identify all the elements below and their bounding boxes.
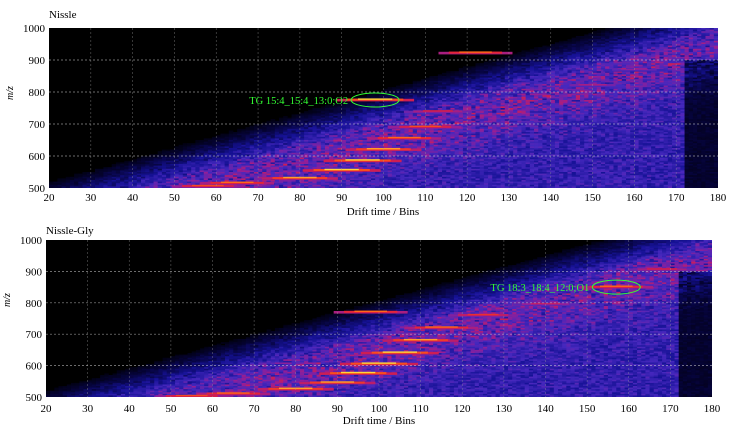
x-tick-label: 100: [375, 192, 392, 204]
heatmap-streak: [345, 159, 380, 161]
x-tick-label: 150: [584, 192, 601, 204]
x-tick-label: 170: [662, 403, 679, 415]
annotation-label: TG 18:3_18:4_12:0;O1: [490, 283, 589, 294]
x-tick-label: 70: [253, 192, 265, 204]
heatmap-streak: [422, 110, 453, 112]
x-tick-label: 50: [165, 403, 177, 415]
heatmap-streak: [467, 313, 499, 316]
x-tick-label: 50: [169, 192, 181, 204]
y-tick-label: 900: [26, 266, 43, 278]
x-tick-label: 180: [710, 192, 727, 204]
x-tick-labels: 20 30 40 50 60 70 80 90 100 110 120 130 140 150 160 170…: [44, 192, 727, 204]
heatmap-streak: [192, 184, 224, 187]
y-tick-label: 800: [26, 298, 43, 310]
x-tick-label: 90: [332, 403, 344, 415]
x-tick-label: 20: [44, 192, 56, 204]
heatmap-streak: [382, 351, 417, 353]
y-tick-label: 700: [26, 329, 43, 341]
heatmap-streak: [459, 51, 492, 53]
x-tick-label: 30: [85, 192, 97, 204]
annotation-group: TG 15:4_15:4_13:0;O2: [249, 92, 400, 108]
heatmap-streak: [531, 302, 560, 305]
heatmap-area: [49, 28, 718, 188]
x-tick-label: 160: [626, 192, 643, 204]
annotation-group: TG 18:3_18:4_12:0;O1: [490, 279, 641, 295]
x-tick-label: 60: [211, 192, 223, 204]
heatmap-panel-nissle-gly: Nissle-Gly 500 600 700 800 900 1000 20 30 40 50 6…: [2, 225, 721, 427]
x-tick-label: 130: [501, 192, 518, 204]
heatmap-streak: [175, 394, 208, 397]
x-tick-label: 170: [668, 192, 685, 204]
x-tick-labels: 20 30 40 50 60 70 80 90 100 110 120 130 140 150 160 170…: [41, 403, 721, 415]
x-tick-label: 70: [249, 403, 261, 415]
heatmap-streak: [600, 285, 633, 287]
x-axis-label: Drift time / Bins: [343, 415, 415, 427]
x-tick-label: 180: [704, 403, 721, 415]
annotation-ellipse: [350, 92, 400, 108]
y-tick-label: 500: [26, 392, 43, 404]
x-axis-label: Drift time / Bins: [347, 206, 419, 218]
y-tick-label: 1000: [23, 23, 46, 35]
x-tick-label: 120: [459, 192, 476, 204]
y-tick-label: 800: [29, 87, 46, 99]
x-tick-label: 140: [543, 192, 560, 204]
x-tick-label: 80: [290, 403, 302, 415]
y-tick-label: 600: [29, 151, 46, 163]
x-tick-label: 40: [124, 403, 136, 415]
annotation-ellipse: [591, 279, 641, 295]
y-tick-label: 900: [29, 55, 46, 67]
x-tick-label: 120: [454, 403, 471, 415]
x-tick-label: 110: [413, 403, 430, 415]
heatmap-streak: [403, 338, 438, 341]
heatmap-streak: [341, 371, 376, 374]
x-tick-label: 140: [537, 403, 554, 415]
x-tick-label: 90: [336, 192, 348, 204]
heatmap-streak: [354, 310, 387, 312]
heatmap-streak: [409, 125, 442, 127]
heatmap-panel-nissle: Nissle 500 600 700 800 900 1000 20 30 40 50 60 70 8…: [5, 9, 727, 218]
heatmap-streak: [361, 362, 397, 364]
x-tick-label: 30: [82, 403, 94, 415]
heatmap-streak: [358, 98, 393, 100]
x-tick-label: 80: [294, 192, 306, 204]
heatmap-streak: [388, 136, 421, 139]
y-tick-labels: 500 600 700 800 900 1000: [23, 23, 46, 195]
x-tick-label: 20: [41, 403, 53, 415]
heatmap-streak: [217, 392, 250, 394]
heatmap-streak: [220, 181, 254, 183]
x-tick-label: 160: [621, 403, 638, 415]
x-tick-label: 130: [496, 403, 513, 415]
heatmap-area: [46, 240, 712, 397]
y-tick-label: 700: [29, 119, 46, 131]
heatmap-streak: [425, 326, 458, 328]
y-tick-labels: 500 600 700 800 900 1000: [20, 235, 43, 404]
y-tick-label: 500: [29, 183, 46, 195]
x-tick-label: 60: [207, 403, 219, 415]
panel-title: Nissle: [49, 9, 77, 21]
x-tick-label: 110: [417, 192, 434, 204]
annotation-label: TG 15:4_15:4_13:0;O2: [249, 96, 348, 107]
x-tick-label: 40: [127, 192, 139, 204]
y-tick-label: 600: [26, 361, 43, 373]
x-tick-label: 150: [579, 403, 596, 415]
y-tick-label: 1000: [20, 235, 43, 247]
y-axis-label: m/z: [2, 293, 13, 307]
y-axis-label: m/z: [5, 86, 16, 100]
x-tick-label: 100: [371, 403, 388, 415]
panel-title: Nissle-Gly: [46, 225, 94, 237]
heatmap-streak: [647, 268, 677, 270]
